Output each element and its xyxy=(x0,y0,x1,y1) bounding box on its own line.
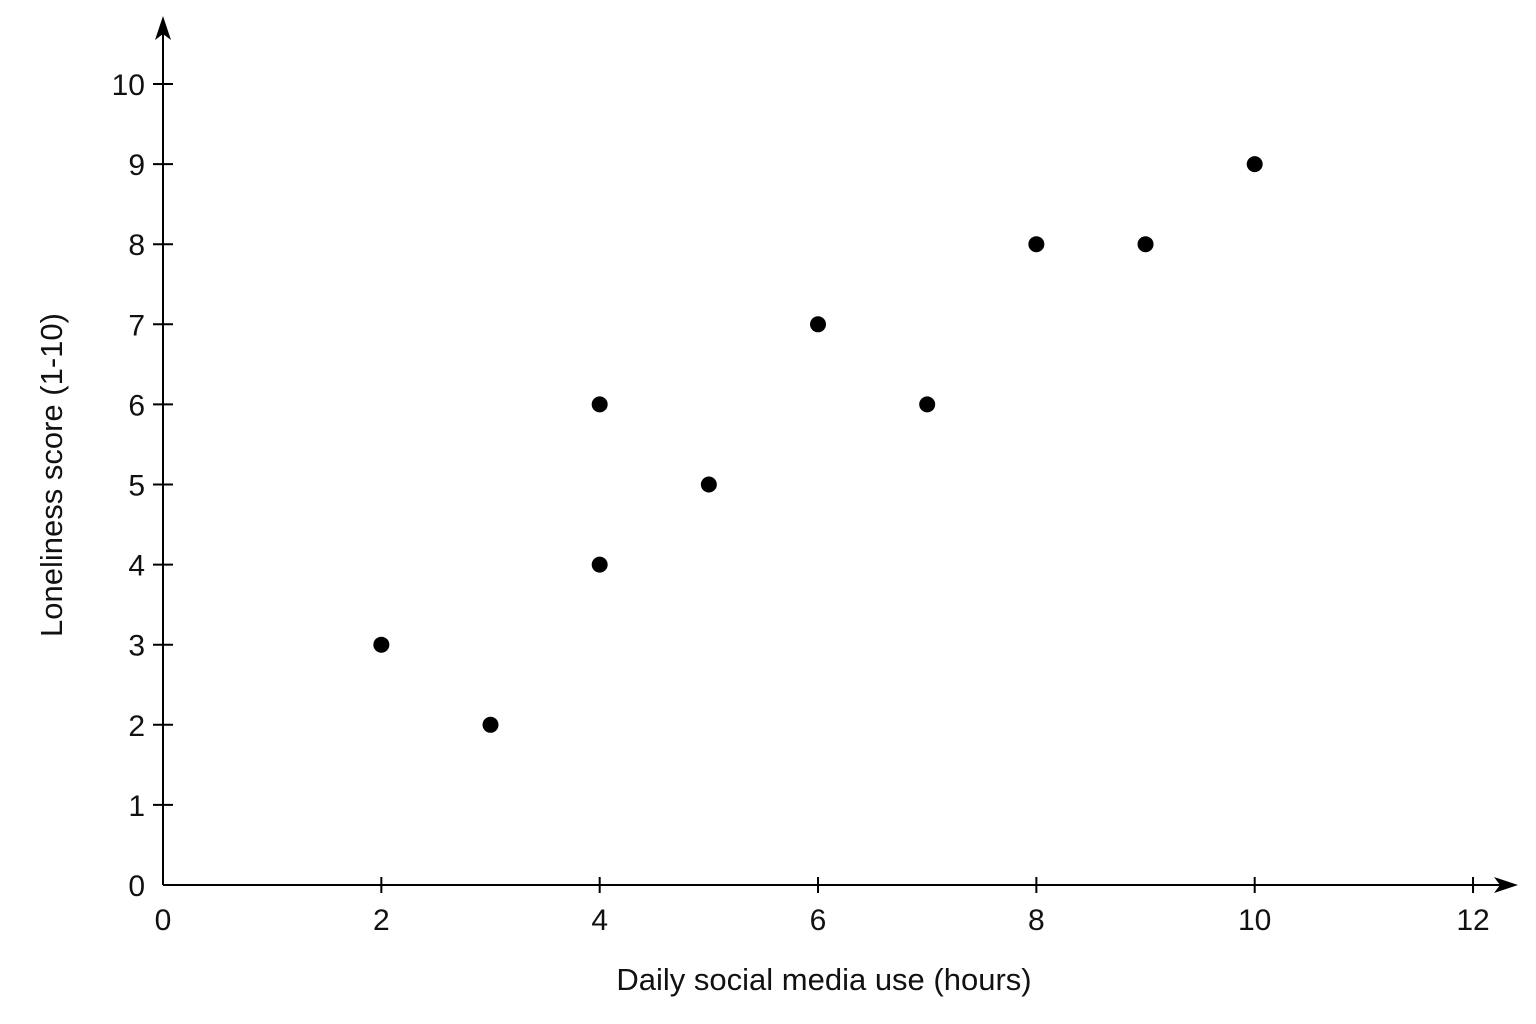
x-tick-label: 8 xyxy=(1028,904,1045,937)
y-tick-label: 2 xyxy=(128,710,145,743)
y-tick-label: 1 xyxy=(128,790,145,823)
x-axis-arrow xyxy=(1494,877,1518,893)
y-tick-label: 9 xyxy=(128,149,145,182)
y-tick-label: 6 xyxy=(128,389,145,422)
data-point xyxy=(810,316,827,333)
data-point xyxy=(700,476,717,493)
data-point xyxy=(482,716,499,733)
x-tick-label: 2 xyxy=(373,904,390,937)
data-points xyxy=(373,156,1263,733)
data-point xyxy=(1137,236,1154,253)
data-point xyxy=(373,636,390,653)
y-tick-label: 4 xyxy=(128,550,145,583)
data-point xyxy=(1246,156,1263,173)
data-point xyxy=(919,396,936,413)
x-tick-label: 12 xyxy=(1456,904,1489,937)
x-ticks: 0 2 4 6 8 10 12 xyxy=(155,877,1490,937)
x-axis-title: Daily social media use (hours) xyxy=(616,962,1031,997)
y-tick-label: 3 xyxy=(128,630,145,663)
y-tick-label: 7 xyxy=(128,309,145,342)
x-tick-label: 4 xyxy=(591,904,608,937)
y-tick-label: 10 xyxy=(112,69,145,102)
x-tick-label: 10 xyxy=(1238,904,1271,937)
y-tick-label: 5 xyxy=(128,470,145,503)
x-tick-label: 0 xyxy=(155,904,172,937)
data-point xyxy=(1028,236,1045,253)
data-point xyxy=(591,396,608,413)
y-axis-title: Loneliness score (1-10) xyxy=(34,313,69,637)
x-tick-label: 6 xyxy=(810,904,827,937)
y-axis-arrow xyxy=(155,16,171,40)
y-ticks: 0 1 2 3 4 5 6 7 8 9 10 xyxy=(112,69,173,903)
y-tick-label: 0 xyxy=(128,870,145,903)
y-tick-label: 8 xyxy=(128,229,145,262)
data-point xyxy=(591,556,608,573)
axes xyxy=(155,16,1518,893)
